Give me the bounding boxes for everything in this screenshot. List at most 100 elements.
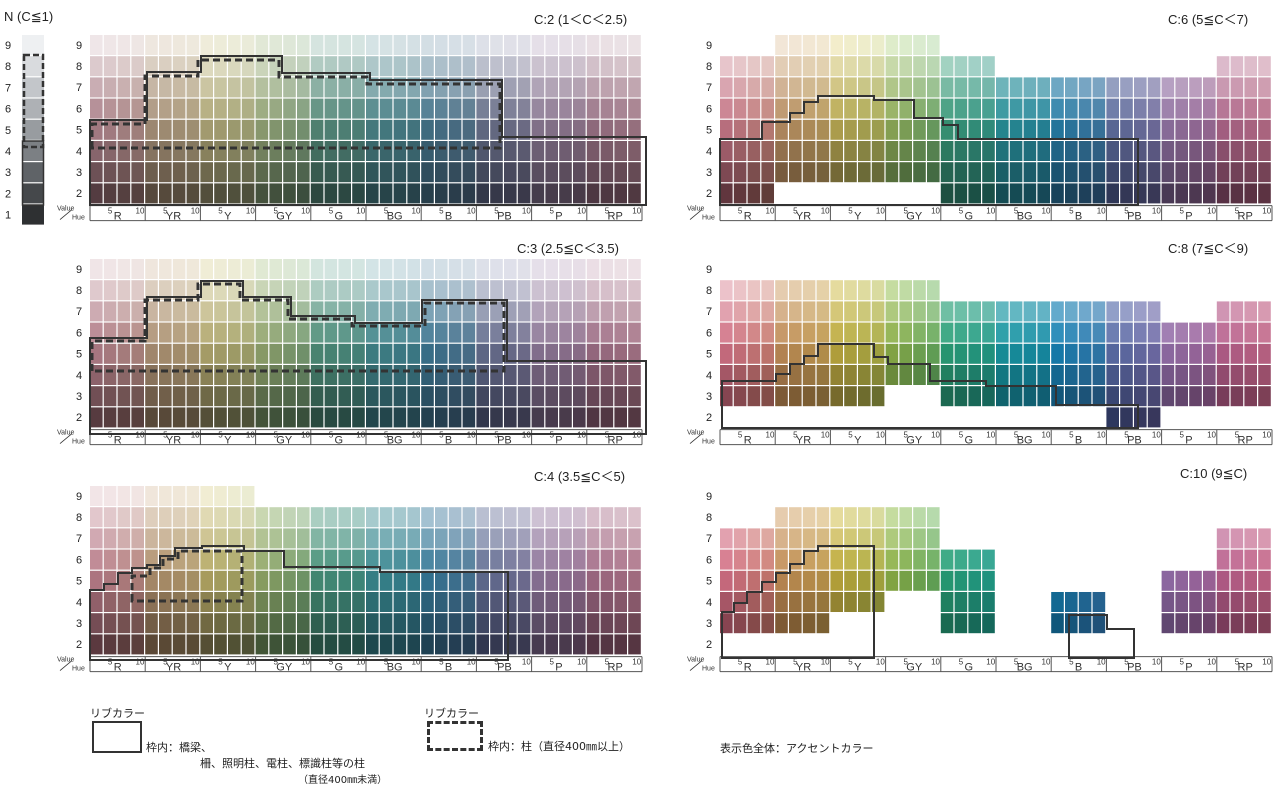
svg-text:5: 5	[163, 658, 168, 667]
color-cell	[545, 570, 558, 591]
neutral-cell	[22, 77, 44, 98]
color-cell	[802, 549, 816, 570]
color-cell	[517, 592, 531, 612]
color-cell	[858, 549, 871, 570]
svg-text:5: 5	[329, 431, 334, 440]
color-cell	[802, 507, 816, 528]
color-cell	[297, 259, 310, 279]
color-cell	[899, 77, 912, 98]
color-cell	[131, 528, 144, 549]
svg-text:5: 5	[108, 207, 113, 216]
color-cell	[775, 322, 788, 343]
svg-text:5: 5	[848, 207, 853, 216]
svg-text:Value: Value	[687, 206, 704, 213]
svg-text:5: 5	[605, 658, 610, 667]
svg-text:10: 10	[1042, 207, 1051, 216]
svg-text:Hue: Hue	[702, 666, 715, 673]
color-cell	[255, 259, 269, 279]
color-cell	[214, 35, 227, 55]
color-cell	[186, 259, 200, 279]
color-cell	[1106, 301, 1119, 322]
svg-text:Hue: Hue	[72, 666, 85, 673]
color-cell	[899, 322, 912, 343]
color-cell	[559, 592, 572, 612]
color-cell	[200, 528, 213, 549]
color-cell	[366, 35, 379, 55]
value-label: 9	[706, 40, 712, 52]
value-label: 8	[706, 512, 712, 524]
color-cell	[899, 280, 912, 301]
svg-text:5: 5	[439, 207, 444, 216]
color-cell	[145, 528, 158, 549]
color-cell	[858, 528, 871, 549]
color-cell	[1092, 322, 1106, 343]
color-cell	[982, 570, 995, 591]
color-cell	[1147, 301, 1161, 322]
hue-label: B	[445, 211, 452, 223]
color-cell	[913, 570, 926, 591]
svg-text:5: 5	[1124, 658, 1129, 667]
color-cell	[1216, 98, 1230, 119]
svg-text:10: 10	[931, 658, 940, 667]
hue-label: Y	[224, 435, 232, 447]
svg-text:10: 10	[1152, 658, 1161, 667]
color-cell	[1230, 141, 1244, 161]
color-cell	[1147, 77, 1161, 98]
color-cell	[1092, 301, 1106, 322]
neutral-cell	[22, 183, 44, 204]
svg-text:10: 10	[412, 207, 421, 216]
svg-text:10: 10	[577, 431, 586, 440]
color-cell	[573, 613, 586, 634]
color-cell	[816, 592, 830, 612]
color-cell	[1175, 365, 1188, 385]
hue-label: B	[445, 435, 452, 447]
color-cell	[517, 35, 531, 55]
value-label: 6	[706, 554, 712, 566]
color-cell	[968, 570, 981, 591]
color-cell	[586, 592, 600, 612]
color-cell	[600, 507, 614, 528]
svg-text:5: 5	[1014, 658, 1019, 667]
svg-text:10: 10	[1207, 207, 1216, 216]
neutral-value-label: 7	[5, 82, 11, 94]
svg-text:10: 10	[301, 207, 310, 216]
color-cell	[844, 56, 857, 77]
color-cell	[586, 570, 600, 591]
color-cell	[899, 507, 912, 528]
svg-text:5: 5	[550, 207, 555, 216]
color-cell	[90, 35, 103, 55]
color-cell	[816, 507, 830, 528]
color-cell	[1175, 322, 1188, 343]
color-cell	[1203, 322, 1216, 343]
color-cell	[954, 301, 968, 322]
color-cell	[1147, 98, 1161, 119]
color-cell	[775, 301, 788, 322]
svg-text:10: 10	[1262, 207, 1271, 216]
hue-label: YR	[796, 662, 811, 674]
color-cell	[324, 507, 338, 528]
color-cell	[927, 570, 940, 591]
color-cell	[1244, 365, 1257, 385]
color-cell	[545, 507, 558, 528]
color-cell	[462, 507, 476, 528]
color-cell	[954, 56, 968, 77]
svg-text:5: 5	[274, 658, 279, 667]
svg-text:5: 5	[384, 207, 389, 216]
color-cell	[775, 35, 788, 55]
color-cell	[1258, 613, 1271, 634]
color-cell	[1244, 592, 1257, 612]
color-cell	[927, 549, 940, 570]
color-cell	[816, 301, 830, 322]
hue-label: YR	[166, 662, 181, 674]
color-cell	[733, 613, 747, 634]
svg-text:5: 5	[959, 431, 964, 440]
color-cell	[844, 528, 857, 549]
hue-label: RP	[608, 435, 623, 447]
svg-text:10: 10	[1042, 658, 1051, 667]
color-cell	[1258, 570, 1271, 591]
color-cell	[393, 528, 407, 549]
panel-title-c10: C:10 (9≦C)	[1180, 466, 1248, 481]
svg-text:5: 5	[163, 431, 168, 440]
color-cell	[172, 35, 186, 55]
color-cell	[214, 259, 227, 279]
